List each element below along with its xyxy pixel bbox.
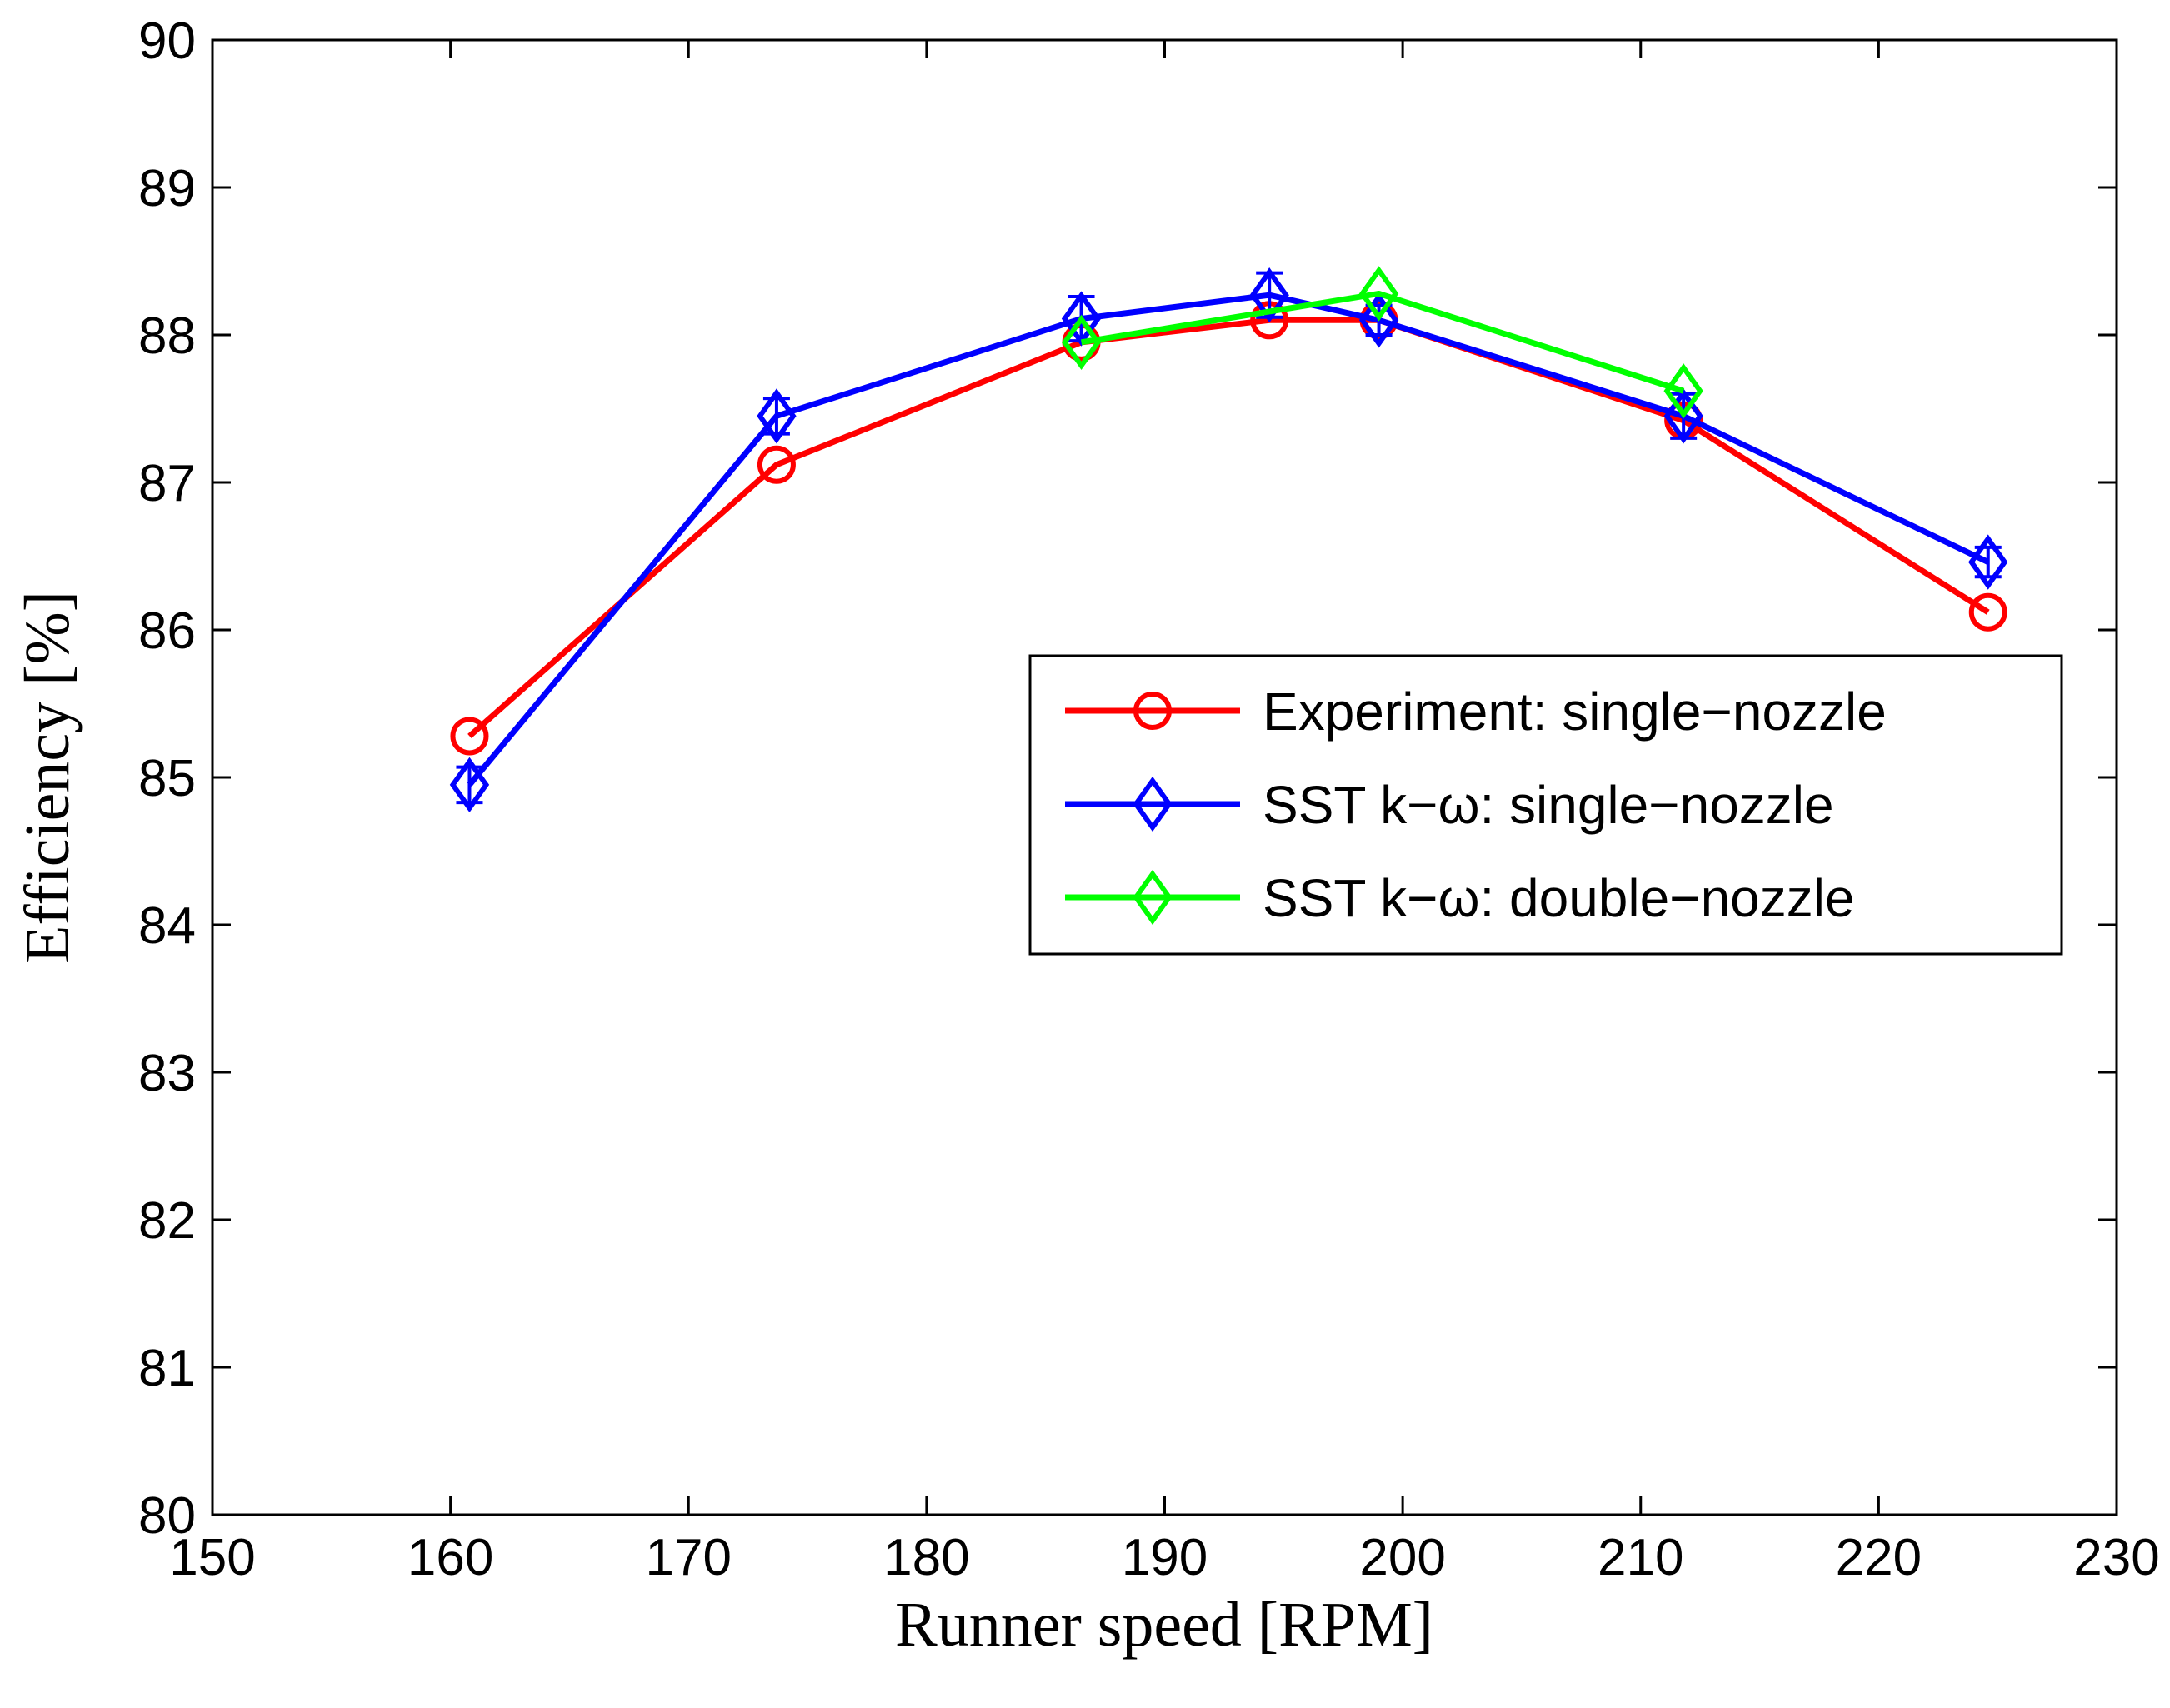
legend-entry-0: Experiment: single−nozzle (1065, 682, 1887, 742)
legend-items: Experiment: single−nozzle SST k−ω: single… (1065, 682, 1887, 928)
legend-marker (1133, 692, 1172, 730)
legend-label: SST k−ω: single−nozzle (1262, 775, 1834, 835)
x-tick-label: 190 (1122, 1529, 1208, 1586)
data-point (1358, 266, 1399, 322)
data-point (450, 717, 489, 756)
y-tick-label: 83 (138, 1045, 196, 1102)
legend-label: Experiment: single−nozzle (1262, 682, 1887, 742)
data-point (757, 388, 797, 444)
legend-entry-1: SST k−ω: single−nozzle (1065, 775, 1834, 835)
data-point (1663, 388, 1703, 444)
series-2 (1061, 266, 1703, 419)
y-tick-label: 90 (138, 12, 196, 70)
legend-marker (1132, 776, 1172, 832)
data-point (1061, 314, 1102, 371)
y-tick-label: 87 (138, 455, 196, 512)
y-tick-label: 80 (138, 1487, 196, 1545)
x-tick-label: 160 (408, 1529, 493, 1586)
y-tick-label: 82 (138, 1192, 196, 1250)
y-tick-label: 89 (138, 160, 196, 217)
y-tick-label: 81 (138, 1340, 196, 1397)
legend-label: SST k−ω: double−nozzle (1262, 868, 1855, 928)
y-tick-label: 85 (138, 750, 196, 807)
legend: Experiment: single−nozzle SST k−ω: single… (1028, 654, 2063, 956)
y-tick-label: 86 (138, 602, 196, 660)
x-tick-label: 200 (1359, 1529, 1445, 1586)
y-axis-title: Efficiency [%] (12, 591, 82, 964)
series-line (1080, 290, 1685, 394)
y-tick-label: 84 (138, 897, 196, 955)
plot-frame (211, 38, 2118, 1516)
y-tick-label: 88 (138, 307, 196, 365)
data-point (1249, 267, 1289, 323)
x-tick-labels: 150 160 170 180 190 200 210 220 230 (169, 1529, 2159, 1586)
data-point (1968, 592, 2008, 632)
x-tick-label: 150 (169, 1529, 255, 1586)
x-tick-label: 220 (1836, 1529, 1922, 1586)
data-point (1358, 292, 1399, 348)
y-tick-labels: 80 81 82 83 84 85 86 87 88 89 90 (138, 12, 196, 1545)
data-point (757, 445, 796, 484)
x-tick-label: 230 (2073, 1529, 2159, 1586)
data-point (1663, 363, 1703, 419)
data-point (449, 757, 490, 813)
legend-marker (1132, 869, 1172, 926)
legend-entry-2: SST k−ω: double−nozzle (1065, 868, 1855, 928)
x-tick-label: 180 (883, 1529, 969, 1586)
series-layer (449, 266, 2008, 813)
data-point (1968, 534, 2008, 590)
x-axis-title: Runner speed [RPM] (895, 1590, 1433, 1660)
x-tick-label: 210 (1598, 1529, 1683, 1586)
x-tick-label: 170 (646, 1529, 732, 1586)
